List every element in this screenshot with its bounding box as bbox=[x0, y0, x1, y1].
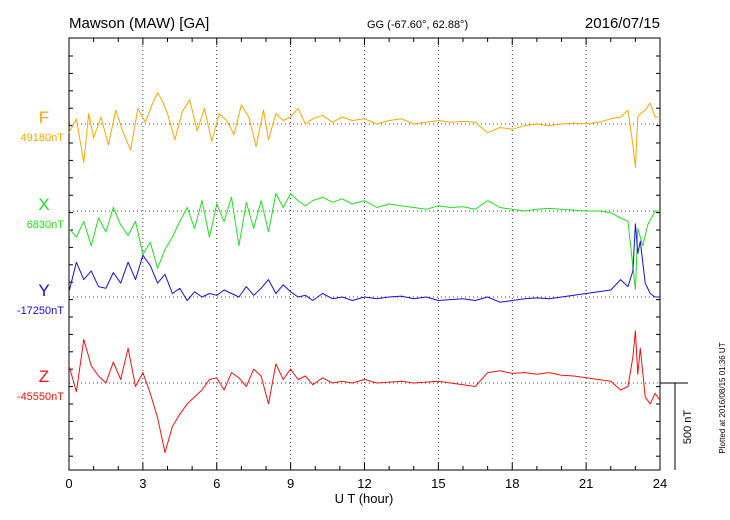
series-name-x: X bbox=[38, 195, 49, 214]
x-axis-label: U T (hour) bbox=[335, 491, 394, 506]
x-tick-label: 0 bbox=[65, 476, 72, 491]
series-line-z bbox=[68, 330, 661, 454]
series-labels: F 49180nT X 6830nT Y -17250nT Z -45550nT bbox=[17, 108, 64, 403]
series-name-z: Z bbox=[39, 367, 49, 386]
series-line-y bbox=[68, 223, 660, 303]
series-traces bbox=[68, 92, 661, 454]
grid-lines bbox=[142, 38, 587, 470]
series-name-f: F bbox=[39, 108, 49, 127]
scale-bar: 500 nT bbox=[660, 382, 694, 470]
x-tick-label: 12 bbox=[357, 476, 371, 491]
x-tick-label: 6 bbox=[213, 476, 220, 491]
plotted-at-note: Plotted at 2016/08/15 01:36 UT bbox=[718, 342, 727, 453]
station-title: Mawson (MAW) [GA] bbox=[69, 15, 209, 32]
x-tick-labels: 0 3 6 9 12 15 18 21 24 bbox=[65, 476, 667, 491]
x-tick-label: 15 bbox=[431, 476, 445, 491]
series-baseline-value-y: -17250nT bbox=[17, 305, 64, 317]
x-tick-label: 18 bbox=[505, 476, 519, 491]
scale-bar-label: 500 nT bbox=[682, 410, 694, 445]
x-tick-label: 3 bbox=[139, 476, 146, 491]
x-tick-label: 9 bbox=[287, 476, 294, 491]
x-tick-label: 21 bbox=[579, 476, 593, 491]
series-name-y: Y bbox=[38, 281, 49, 300]
series-line-x bbox=[68, 193, 660, 290]
date-label: 2016/07/15 bbox=[585, 15, 660, 32]
series-baseline-value-z: -45550nT bbox=[17, 391, 64, 403]
coordinate-label: GG (-67.60°, 62.88°) bbox=[367, 19, 468, 31]
x-tick-label: 24 bbox=[653, 476, 667, 491]
series-line-f bbox=[68, 92, 660, 168]
series-baseline-value-f: 49180nT bbox=[21, 132, 65, 144]
axis-ticks bbox=[68, 38, 661, 470]
series-baseline-value-x: 6830nT bbox=[27, 219, 65, 231]
